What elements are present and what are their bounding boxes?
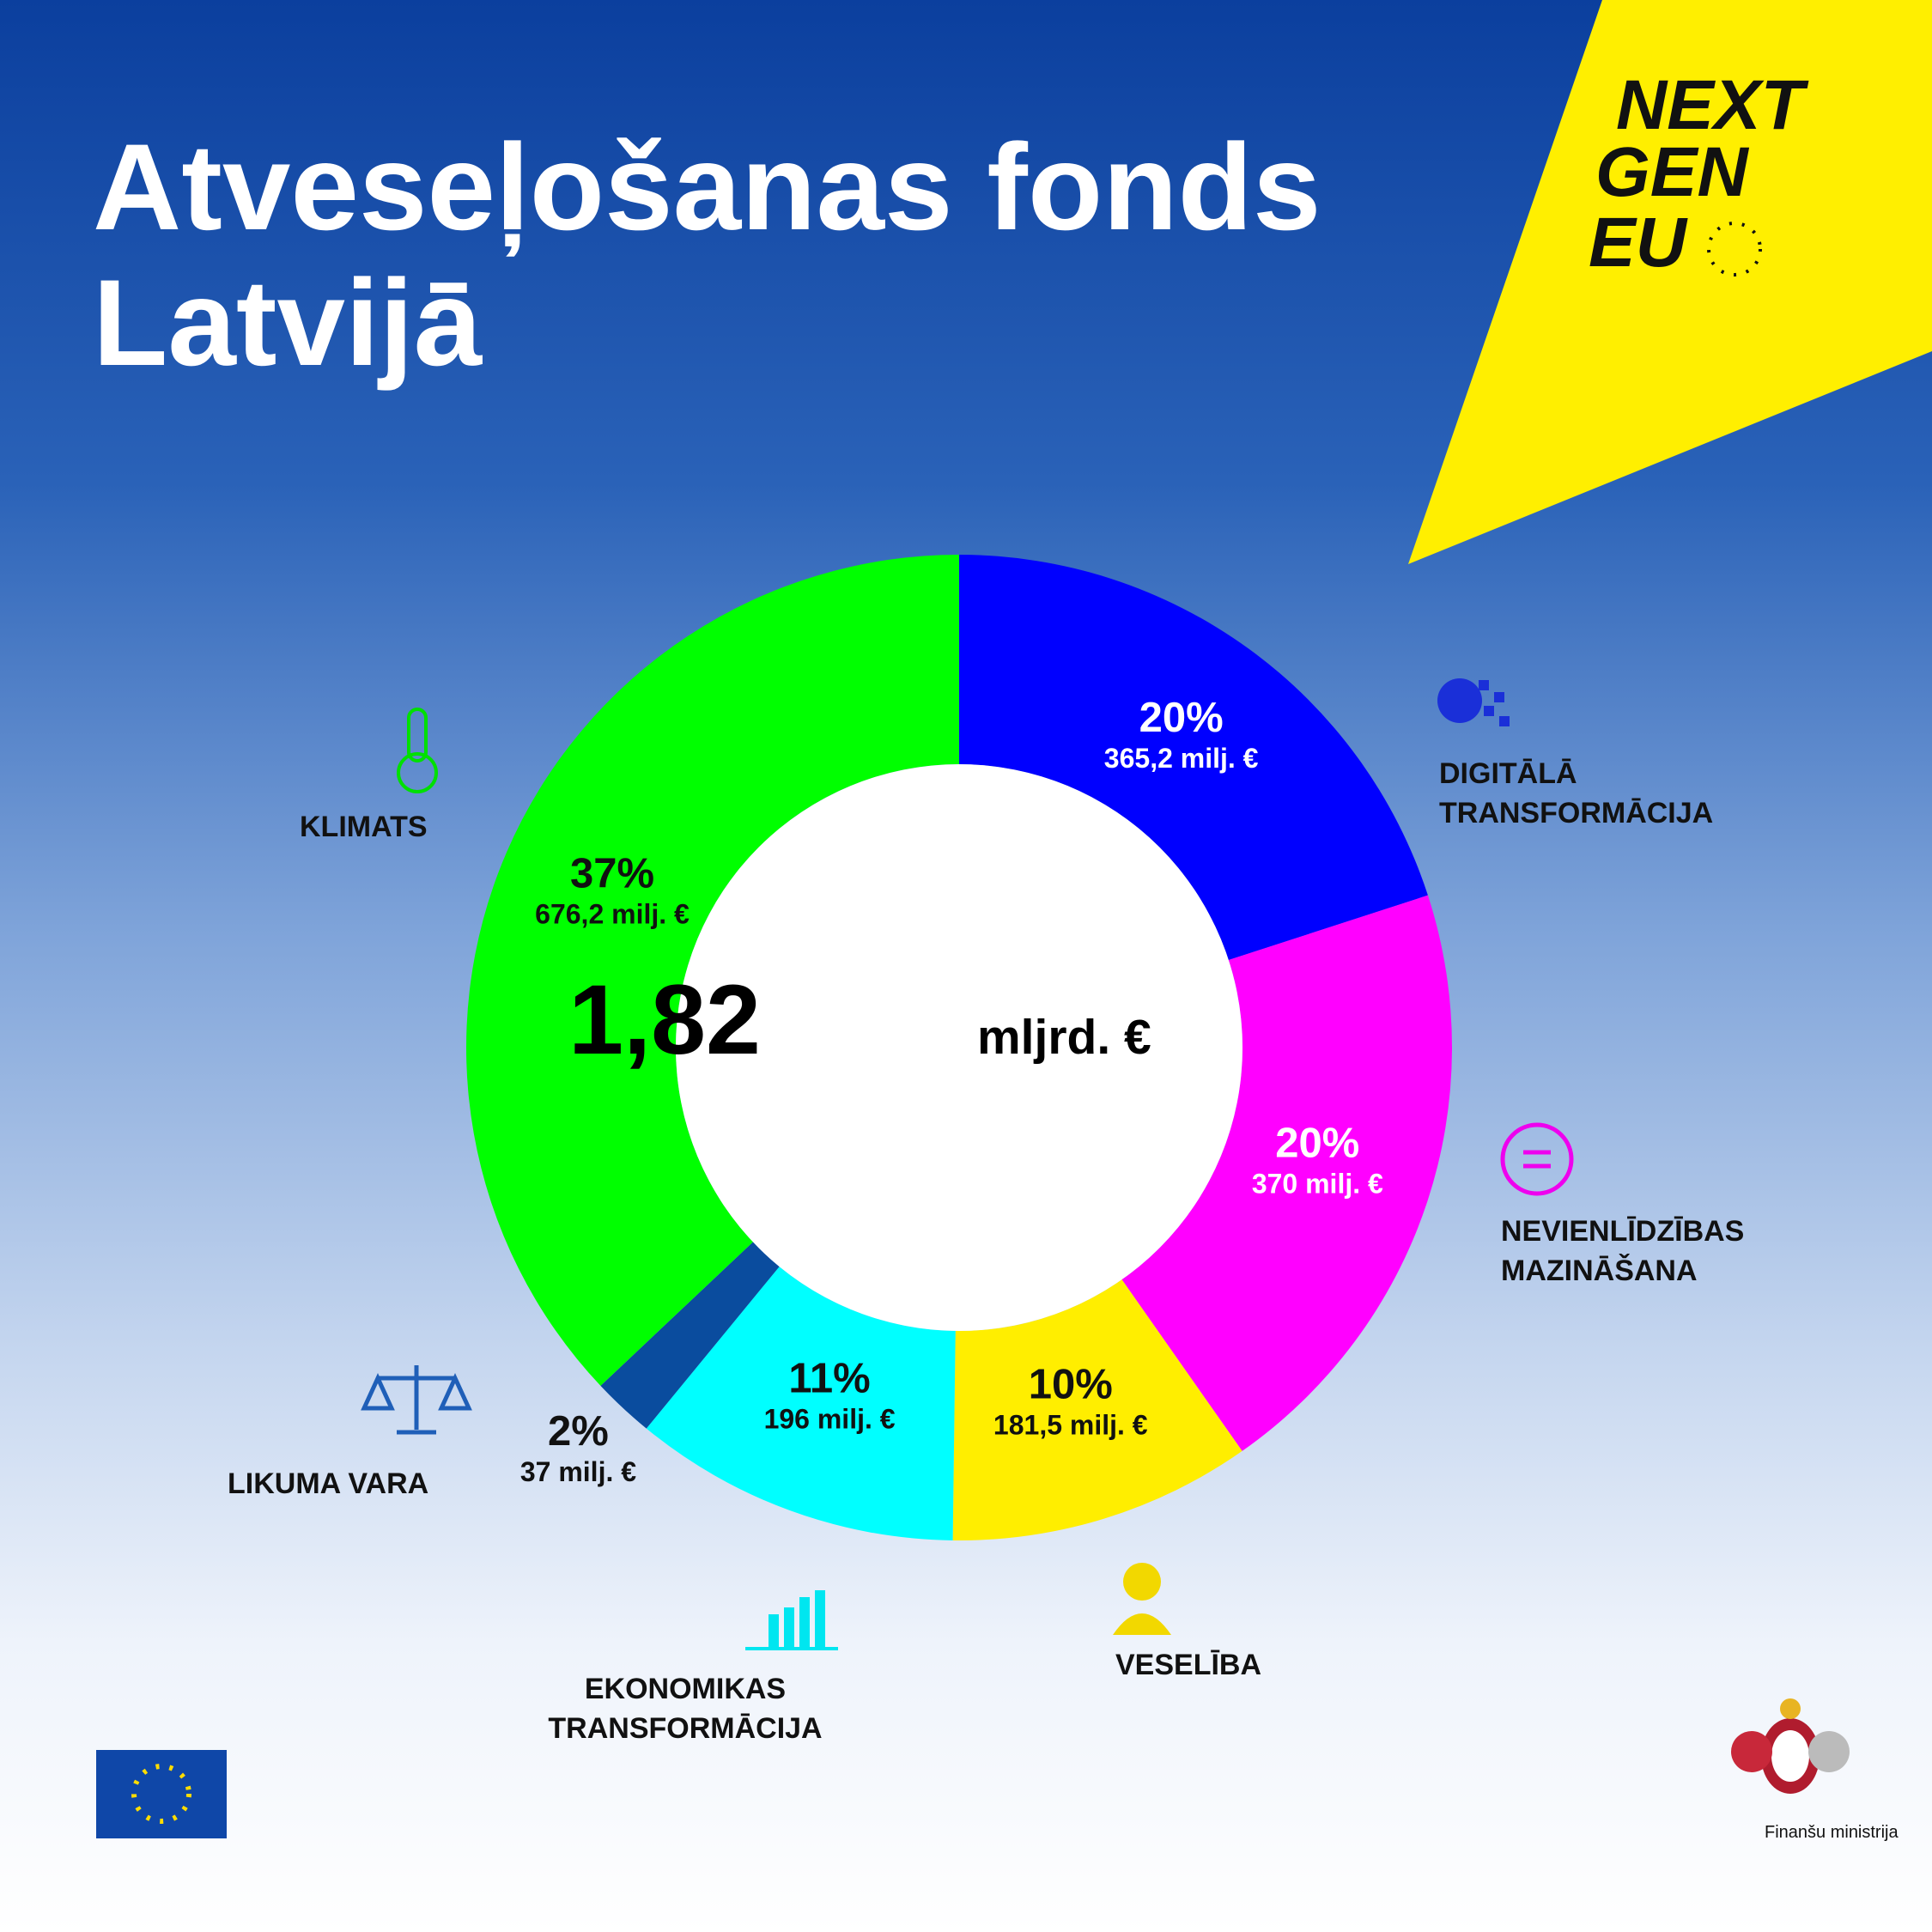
category-label: KLIMATS — [300, 811, 428, 843]
percent-label: 37% — [570, 851, 654, 897]
value-label: 365,2 milj. € — [1104, 743, 1259, 774]
percent-label: 20% — [1139, 695, 1224, 741]
icon-health — [1113, 1563, 1171, 1635]
donut-segment — [600, 1242, 780, 1429]
value-label: 196 milj. € — [764, 1403, 896, 1434]
category-label: EKONOMIKAS TRANSFORMĀCIJA — [548, 1673, 823, 1745]
logo-stars — [1707, 222, 1762, 276]
title: Atveseļošanas fonds Latvijā — [93, 119, 1321, 392]
value-label: 181,5 milj. € — [993, 1409, 1148, 1440]
icon-economy — [745, 1590, 838, 1650]
center-unit: mljrd. € — [977, 1010, 1151, 1065]
logo-line: GEN — [1595, 133, 1749, 211]
eu-flag — [96, 1750, 227, 1838]
eu-stars — [131, 1764, 191, 1824]
donut-segment — [466, 555, 959, 1386]
category-label: VESELĪBA — [1115, 1649, 1262, 1681]
percent-label: 20% — [1275, 1120, 1359, 1166]
donut-segment — [959, 555, 1428, 961]
icon-law — [361, 1365, 472, 1435]
donut-segment — [646, 1267, 956, 1540]
icon-climate — [397, 708, 438, 793]
percent-label: 2% — [548, 1408, 609, 1455]
category-label: LIKUMA VARA — [228, 1467, 429, 1500]
donut-segment — [1121, 895, 1453, 1451]
donut-segment — [952, 1279, 1242, 1540]
logo-line: EU — [1589, 204, 1688, 282]
donut-hole — [676, 764, 1242, 1331]
value-label: 37 milj. € — [520, 1456, 636, 1487]
icon-inequality — [1500, 1122, 1574, 1196]
icon-digital — [1437, 678, 1510, 726]
percent-label: 10% — [1029, 1361, 1113, 1407]
center-value: 1,82 — [568, 965, 761, 1075]
category-label: NEVIENLĪDZĪBAS MAZINĀŠANA — [1501, 1215, 1745, 1287]
ministry-name: Finanšu ministrija — [1765, 1823, 1899, 1842]
percent-label: 11% — [788, 1355, 870, 1401]
coat-of-arms — [1731, 1698, 1850, 1794]
category-label: DIGITĀLĀ TRANSFORMĀCIJA — [1439, 757, 1714, 829]
value-label: 370 milj. € — [1252, 1168, 1383, 1199]
logo-line: NEXT — [1616, 66, 1809, 144]
logo: NEXT GEN EU — [1589, 66, 1809, 282]
value-label: 676,2 milj. € — [535, 899, 690, 930]
logo-banner — [1408, 0, 1932, 564]
